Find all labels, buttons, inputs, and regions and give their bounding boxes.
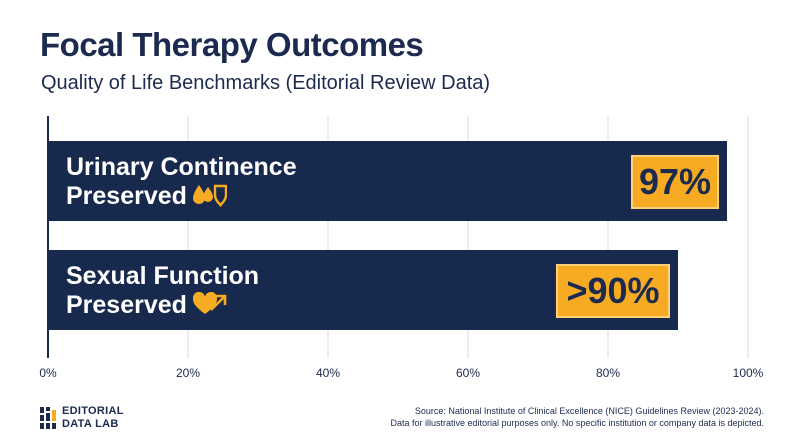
bar-value-label: 97% <box>629 153 721 211</box>
category-label-line: Sexual Function <box>66 262 260 290</box>
x-tick-label: 0% <box>39 366 57 380</box>
source-line-1: Source: National Institute of Clinical E… <box>414 406 764 416</box>
bar-value-label: >90% <box>554 262 672 320</box>
chart-title: Focal Therapy Outcomes <box>40 26 424 63</box>
x-tick-label: 80% <box>595 366 621 380</box>
bar-1 <box>48 141 727 221</box>
source-note: Source: National Institute of Clinical E… <box>390 405 764 429</box>
brand-name-line2: DATA LAB <box>62 418 119 430</box>
bar-category-label: Sexual Function Preserved <box>66 262 259 323</box>
brand-logo: EDITORIAL DATA LAB <box>40 405 124 431</box>
x-tick-label: 60% <box>455 366 481 380</box>
brand-bars-icon <box>40 407 56 429</box>
brand-name-line1: EDITORIAL <box>62 405 124 417</box>
x-tick-label: 100% <box>732 366 764 380</box>
x-tick-label: 20% <box>175 366 201 380</box>
source-line-2: Data for illustrative editorial purposes… <box>390 418 764 428</box>
category-label-line: Preserved <box>66 182 297 214</box>
bar-category-label: Urinary Continence Preserved <box>66 153 297 214</box>
droplets-shield-icon <box>192 183 228 214</box>
category-label-line: Urinary Continence <box>66 153 297 181</box>
category-label-line: Preserved <box>66 291 259 323</box>
x-tick-label: 40% <box>315 366 341 380</box>
heart-arrow-icon <box>192 291 227 323</box>
chart-subtitle: Quality of Life Benchmarks (Editorial Re… <box>41 72 491 94</box>
